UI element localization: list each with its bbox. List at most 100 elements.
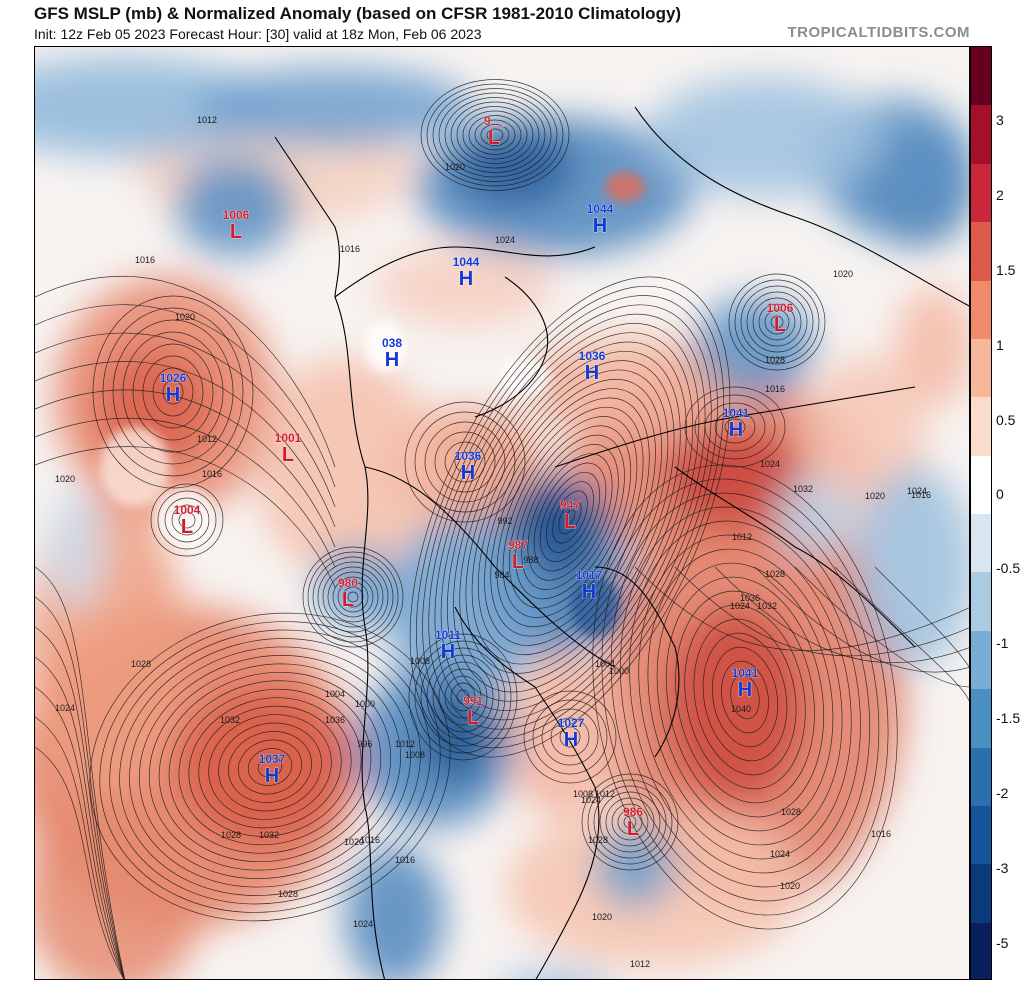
colorbar-swatch xyxy=(971,572,991,632)
isobar-label: 1036 xyxy=(325,715,345,725)
isobar-label: 1028 xyxy=(221,830,241,840)
isobar-label: 1004 xyxy=(325,689,345,699)
colorbar-tick-label: -0.5 xyxy=(996,560,1021,576)
isobar-label: 1012 xyxy=(630,959,650,969)
isobar-label: 1024 xyxy=(55,703,75,713)
pressure-letter: H xyxy=(593,215,607,237)
pressure-letter: L xyxy=(181,516,193,538)
isobar-label: 1028 xyxy=(588,835,608,845)
pressure-letter: H xyxy=(461,462,475,484)
pressure-value: 947 xyxy=(560,498,580,512)
pressure-value: 987 xyxy=(508,538,528,552)
isobar-label: 1036 xyxy=(740,593,760,603)
colorbar-swatch xyxy=(971,397,991,457)
isobar-label: 1028 xyxy=(131,659,151,669)
isobar-label: 1016 xyxy=(340,244,360,254)
isobar-label: 1016 xyxy=(911,490,931,500)
isobar-label: 988 xyxy=(523,555,538,565)
pressure-letter: H xyxy=(166,384,180,406)
isobar-label: 1032 xyxy=(757,601,777,611)
isobar-label: 1012 xyxy=(197,434,217,444)
colorbar-tick-label: 1.5 xyxy=(996,262,1016,278)
colorbar-swatch xyxy=(971,922,991,979)
colorbar-swatch xyxy=(971,105,991,165)
colorbar-swatch xyxy=(971,805,991,866)
isobar-label: 1008 xyxy=(405,750,425,760)
isobar-label: 996 xyxy=(357,739,372,749)
pressure-value: 1044 xyxy=(453,255,480,269)
isobar-label: 1016 xyxy=(360,835,380,845)
colorbar-swatch xyxy=(971,280,991,340)
isobar-label: 1012 xyxy=(197,115,217,125)
anomaly-map: 1012101610201016102410201012101610201024… xyxy=(35,47,969,979)
pressure-letter: L xyxy=(467,707,479,729)
pressure-value: 1004 xyxy=(174,503,201,517)
pressure-letter: L xyxy=(282,444,294,466)
pressure-letter: H xyxy=(564,729,578,751)
isobar-label: 1016 xyxy=(871,829,891,839)
isobar-label: 1020 xyxy=(344,837,364,847)
colorbar-tick-label: 0.5 xyxy=(996,412,1016,428)
isobar-label: 1000 xyxy=(609,666,629,676)
isobar-label: 1020 xyxy=(865,491,885,501)
colorbar-tick-label: 2 xyxy=(996,187,1004,203)
pressure-letter: L xyxy=(488,127,500,149)
pressure-letter: H xyxy=(459,268,473,290)
isobar-label: 1016 xyxy=(395,855,415,865)
pressure-value: 980 xyxy=(338,576,358,590)
pressure-letter: H xyxy=(738,679,752,701)
colorbar-tick-label: 0 xyxy=(996,486,1004,502)
isobar-label: 1028 xyxy=(278,889,298,899)
colorbar-swatch xyxy=(971,222,991,282)
isobar-label: 1016 xyxy=(135,255,155,265)
pressure-letter: H xyxy=(585,362,599,384)
isobar-label: 1012 xyxy=(595,789,615,799)
pressure-letter: L xyxy=(512,551,524,573)
colorbar-tick-label: 1 xyxy=(996,337,1004,353)
colorbar-swatch xyxy=(971,455,991,515)
isobar-label: 1028 xyxy=(781,807,801,817)
isobar-label: 1032 xyxy=(793,484,813,494)
pressure-value: 9__ xyxy=(484,114,504,128)
isobar-label: 1020 xyxy=(833,269,853,279)
isobar-label: 1020 xyxy=(55,474,75,484)
isobar-label: 1000 xyxy=(355,699,375,709)
colorbar-swatch xyxy=(971,630,991,691)
pressure-value: 1036 xyxy=(579,349,606,363)
isobar-label: 1020 xyxy=(445,162,465,172)
isobar-label: 1040 xyxy=(731,704,751,714)
pressure-value: 991 xyxy=(463,694,483,708)
pressure-value: 1001 xyxy=(275,431,302,445)
pressure-value: 038 xyxy=(382,336,402,350)
isobar-label: 984 xyxy=(494,570,509,580)
pressure-value: 1037 xyxy=(259,752,286,766)
isobar-label: 1024 xyxy=(770,849,790,859)
pressure-letter: L xyxy=(774,314,786,336)
isobar-label: 1008 xyxy=(573,789,593,799)
pressure-value: 1036 xyxy=(455,449,482,463)
isobar-label: 1024 xyxy=(730,601,750,611)
low-pressure-center: 9__L xyxy=(484,114,505,150)
isobar-labels: 1012101610201016102410201012101610201024… xyxy=(55,115,931,969)
isobar-label: 1024 xyxy=(581,795,601,805)
isobar-label: 1004 xyxy=(595,659,615,669)
pressure-letter: L xyxy=(230,221,242,243)
colorbar-tick-label: -5 xyxy=(996,935,1009,951)
colorbar-swatch xyxy=(971,47,991,107)
isobar-label: 1020 xyxy=(780,881,800,891)
